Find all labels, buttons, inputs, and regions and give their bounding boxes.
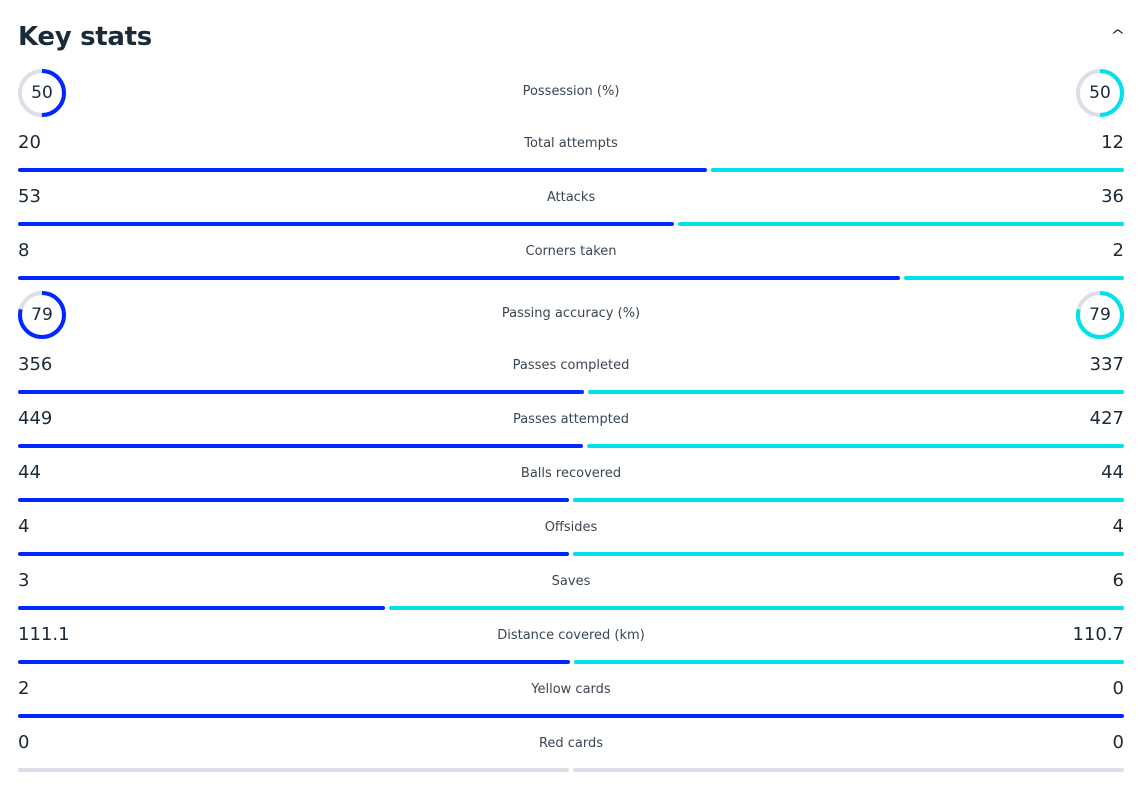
home-value: 449 [18,408,53,429]
home-value: 4 [18,516,30,537]
stat-label: Passing accuracy (%) [501,306,641,321]
away-bar [678,222,1124,226]
home-value: 50 [31,83,53,103]
stat-label: Possession (%) [522,84,620,99]
away-value: 36 [1101,186,1124,207]
home-value: 0 [18,732,30,753]
stat-row-bar: 8 Corners taken 2 [18,240,1124,294]
comparison-bar [18,444,1124,448]
stat-label: Offsides [544,520,598,535]
stat-row-bar: 449 Passes attempted 427 [18,408,1124,462]
stat-label: Yellow cards [531,682,611,697]
home-bar [18,168,707,172]
stat-row-bar: 3 Saves 6 [18,570,1124,624]
stat-label: Total attempts [524,136,618,151]
home-ring: 79 [18,291,66,339]
stat-label: Passes attempted [512,412,630,427]
stat-label: Distance covered (km) [497,628,645,643]
away-bar [573,498,1124,502]
home-value: 111.1 [18,624,70,645]
comparison-bar [18,768,1124,772]
home-bar [18,390,585,394]
stat-label: Passes completed [512,358,630,373]
away-bar [574,660,1124,664]
stat-row-bar: 356 Passes completed 337 [18,354,1124,408]
home-value: 44 [18,462,41,483]
stat-label: Saves [551,574,591,589]
stat-row-bar: 0 Red cards 0 [18,732,1124,786]
stat-row-bar: 2 Yellow cards 0 [18,678,1124,732]
home-value: 3 [18,570,30,591]
away-bar [588,390,1124,394]
away-value: 427 [1089,408,1124,429]
away-value: 110.7 [1072,624,1124,645]
stat-label: Red cards [538,736,604,751]
home-bar [18,222,675,226]
home-bar [18,498,569,502]
home-value: 53 [18,186,41,207]
away-bar [389,606,1124,610]
stat-label: Corners taken [525,244,617,259]
away-ring: 50 [1076,69,1124,117]
chevron-up-icon[interactable]: ^ [1110,28,1126,44]
comparison-bar [18,606,1124,610]
stat-row-bar: 20 Total attempts 12 [18,132,1124,186]
away-bar [903,276,1124,280]
home-value: 8 [18,240,30,261]
away-value: 0 [1112,732,1124,753]
home-ring: 50 [18,69,66,117]
home-bar [18,552,569,556]
stat-row-bar: 53 Attacks 36 [18,186,1124,240]
stats-list: 50 Possession (%) 50 20 Total attempts 12 … [18,69,1124,786]
home-value: 2 [18,678,30,699]
comparison-bar [18,168,1124,172]
away-value: 4 [1112,516,1124,537]
stat-row-ring: 79 Passing accuracy (%) 79 [18,291,1124,339]
home-bar [18,714,1124,718]
comparison-bar [18,714,1124,718]
away-value: 2 [1112,240,1124,261]
home-bar [18,768,569,772]
comparison-bar [18,552,1124,556]
comparison-bar [18,390,1124,394]
stat-row-bar: 4 Offsides 4 [18,516,1124,570]
comparison-bar [18,660,1124,664]
home-bar [18,660,570,664]
stat-label: Attacks [546,190,596,205]
home-value: 356 [18,354,53,375]
away-value: 12 [1101,132,1124,153]
away-value: 0 [1112,678,1124,699]
away-bar [573,552,1124,556]
away-bar [573,768,1124,772]
home-value: 79 [31,305,53,325]
panel-header: Key stats ^ [18,0,1126,69]
away-ring: 79 [1076,291,1124,339]
away-bar [586,444,1124,448]
away-bar [710,168,1124,172]
home-bar [18,444,583,448]
panel-title: Key stats [18,22,152,52]
stat-row-bar: 111.1 Distance covered (km) 110.7 [18,624,1124,678]
comparison-bar [18,222,1124,226]
away-value: 6 [1112,570,1124,591]
away-value: 79 [1089,305,1111,325]
home-value: 20 [18,132,41,153]
stat-row-bar: 44 Balls recovered 44 [18,462,1124,516]
stat-label: Balls recovered [520,466,622,481]
comparison-bar [18,498,1124,502]
away-value: 337 [1089,354,1124,375]
away-value: 44 [1101,462,1124,483]
comparison-bar [18,276,1124,280]
home-bar [18,276,900,280]
away-value: 50 [1089,83,1111,103]
home-bar [18,606,386,610]
stat-row-ring: 50 Possession (%) 50 [18,69,1124,117]
